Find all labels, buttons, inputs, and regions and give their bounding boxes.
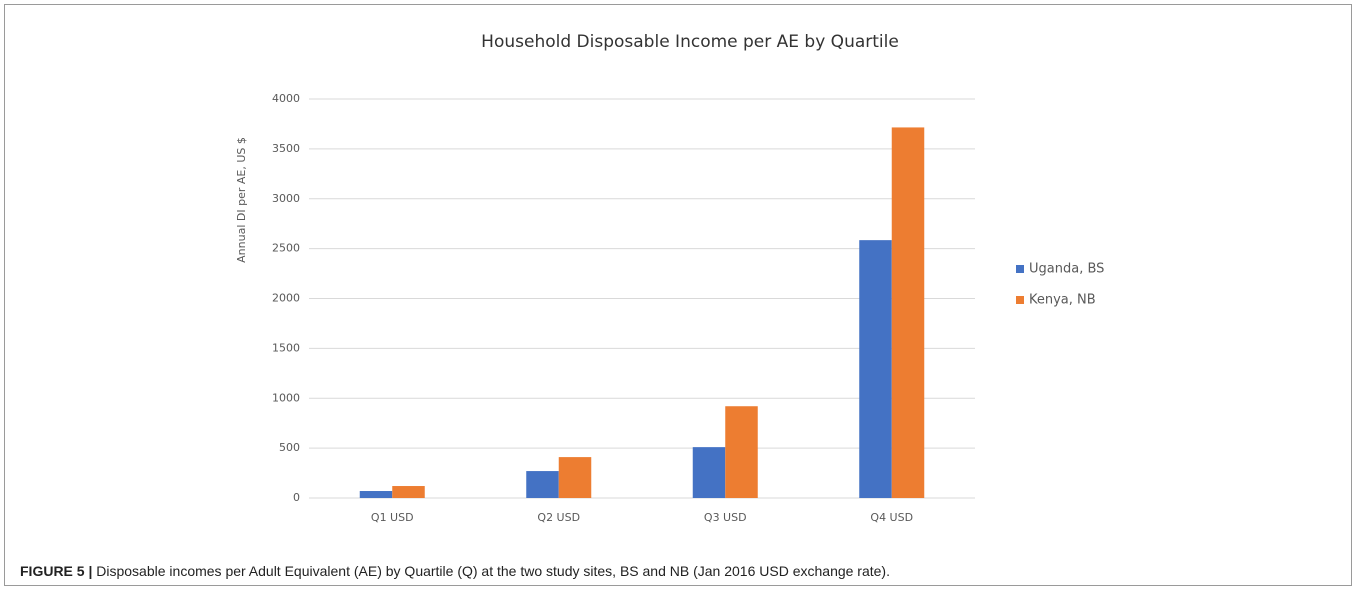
y-tick-label: 0 bbox=[293, 491, 300, 504]
bar bbox=[558, 457, 592, 498]
figure-frame bbox=[4, 4, 1352, 586]
x-tick-label: Q4 USD bbox=[870, 511, 913, 524]
caption: FIGURE 5 | Disposable incomes per Adult … bbox=[20, 563, 890, 579]
y-tick-label: 1000 bbox=[272, 391, 300, 404]
bar bbox=[859, 240, 892, 499]
bar bbox=[692, 447, 726, 498]
bar bbox=[392, 486, 425, 498]
bar bbox=[725, 406, 758, 498]
y-axis-label: Annual DI per AE, US $ bbox=[235, 137, 248, 263]
y-tick-label: 4000 bbox=[272, 92, 300, 105]
caption-label: FIGURE 5 | bbox=[20, 563, 93, 579]
x-tick-label: Q3 USD bbox=[704, 511, 747, 524]
x-tick-label: Q2 USD bbox=[537, 511, 580, 524]
y-tick-label: 500 bbox=[279, 441, 300, 454]
caption-text: Disposable incomes per Adult Equivalent … bbox=[96, 563, 890, 579]
chart: Household Disposable Income per AE by Qu… bbox=[235, 32, 1104, 524]
x-tick-label: Q1 USD bbox=[371, 511, 414, 524]
bar bbox=[359, 491, 393, 498]
chart-title: Household Disposable Income per AE by Qu… bbox=[481, 32, 899, 52]
y-tick-label: 3000 bbox=[272, 192, 300, 205]
y-tick-label: 2500 bbox=[272, 242, 300, 255]
y-tick-label: 3500 bbox=[272, 142, 300, 155]
legend-swatch bbox=[1016, 296, 1024, 304]
legend-swatch bbox=[1016, 265, 1024, 273]
legend-label: Kenya, NB bbox=[1029, 293, 1096, 308]
bar bbox=[891, 127, 925, 499]
bar bbox=[526, 471, 559, 498]
legend-label: Uganda, BS bbox=[1029, 262, 1104, 277]
y-tick-label: 2000 bbox=[272, 292, 300, 305]
y-tick-label: 1500 bbox=[272, 341, 300, 354]
